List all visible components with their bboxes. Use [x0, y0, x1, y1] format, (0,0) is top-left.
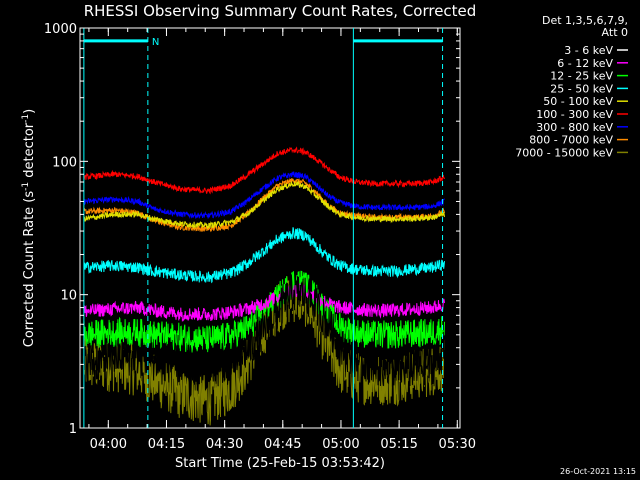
series-line-12-25keV [83, 270, 445, 353]
x-tick-label: 04:45 [264, 437, 301, 452]
y-tick-label: 10 [60, 289, 77, 304]
legend-entry: 800 - 7000 keV [529, 134, 613, 147]
legend-entry: 50 - 100 keV [543, 95, 613, 108]
y-tick-label: 100 [52, 155, 77, 170]
y-tick-label: 1 [69, 422, 77, 437]
series-line-300-800keV [83, 171, 445, 219]
night-intervals: N [83, 28, 444, 428]
series-line-100-300keV [83, 146, 445, 195]
axis-layer: 1 10 100 1000 04:00 04:15 04:30 04:45 05:00 05:15… [44, 22, 476, 452]
legend-entry: 6 - 12 keV [557, 57, 613, 70]
x-axis-label: Start Time (25-Feb-15 03:53:42) [175, 456, 385, 471]
legend-entry: 12 - 25 keV [550, 70, 613, 83]
legend-header: Det 1,3,5,6,7,9, [542, 14, 628, 27]
legend-header: Att 0 [602, 26, 628, 39]
series-line-7000-15000keV [83, 276, 445, 426]
legend-entry: 7000 - 15000 keV [515, 146, 613, 159]
x-tick-label: 04:15 [148, 437, 185, 452]
footer-date: 26-Oct-2021 13:15 [560, 467, 636, 476]
legend-entry: 3 - 6 keV [564, 44, 613, 57]
plot-border [79, 27, 461, 429]
legend-entry: 100 - 300 keV [536, 108, 613, 121]
x-tick-label: 04:30 [206, 437, 243, 452]
y-tick-label: 1000 [44, 22, 77, 37]
chart-title: RHESSI Observing Summary Count Rates, Co… [84, 2, 477, 20]
x-tick-label: 04:00 [90, 437, 127, 452]
x-tick-label: 05:00 [322, 437, 359, 452]
night-label: N [152, 37, 159, 48]
series-line-50-100keV [83, 180, 445, 230]
series-layer [83, 146, 445, 426]
series-line-6-12keV [83, 283, 445, 323]
series-line-3-6keV [83, 274, 445, 387]
series-line-25-50keV [83, 227, 445, 284]
series-line-800-7000keV [83, 177, 445, 233]
y-axis-label: Corrected Count Rate (s-1 detector-1) [21, 109, 37, 347]
plot-frame [79, 27, 461, 429]
x-tick-label: 05:30 [439, 437, 476, 452]
legend-entry: 25 - 50 keV [550, 82, 613, 95]
legend-entry: 300 - 800 keV [536, 121, 613, 134]
x-tick-label: 05:15 [380, 437, 417, 452]
